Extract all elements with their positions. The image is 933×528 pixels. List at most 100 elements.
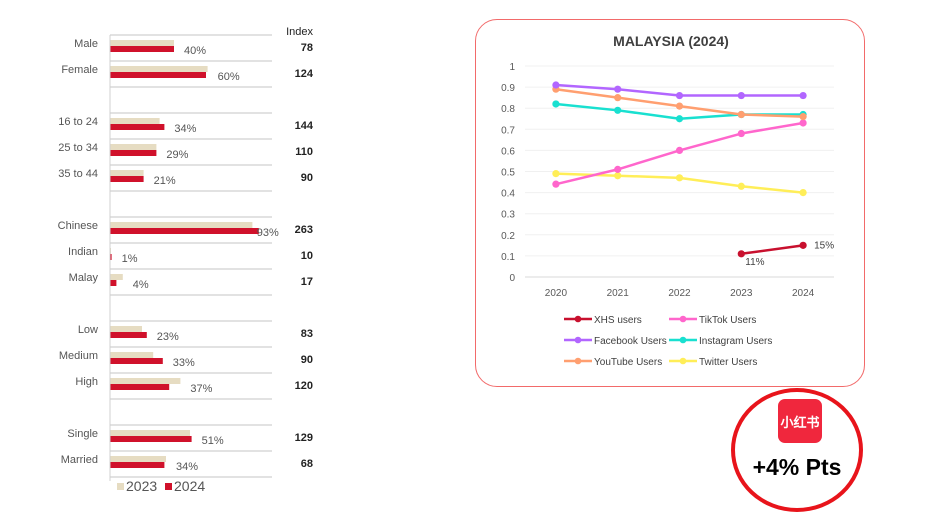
category-label: Malay — [69, 272, 99, 284]
x-tick-label: 2021 — [607, 288, 630, 299]
category-label: Single — [67, 428, 98, 440]
bar-2024 — [110, 176, 144, 182]
category-label: Female — [61, 64, 98, 76]
index-header: Index — [286, 26, 313, 38]
x-tick-label: 2023 — [730, 288, 753, 299]
bar-2023 — [110, 456, 166, 462]
index-value: 110 — [295, 146, 313, 158]
index-value: 144 — [295, 120, 314, 132]
y-tick-label: 0.1 — [501, 252, 515, 263]
y-tick-label: 0.2 — [501, 231, 515, 242]
chart-title: MALAYSIA (2024) — [613, 33, 729, 49]
data-label: 93% — [257, 227, 279, 239]
legend-label-tiktok-users: TikTok Users — [699, 315, 756, 326]
y-tick-label: 0.7 — [501, 125, 515, 136]
data-point-xhs-users — [737, 250, 745, 258]
legend-label-instagram-users: Instagram Users — [699, 336, 772, 347]
data-point-twitter-users — [799, 189, 807, 197]
data-point-facebook-users — [675, 91, 684, 100]
category-label: 35 to 44 — [58, 168, 98, 180]
data-point-facebook-users — [799, 91, 807, 100]
legend-marker-youtube-users — [574, 357, 582, 365]
bar-2023 — [110, 378, 181, 384]
data-label: 33% — [173, 357, 195, 369]
bar-2023 — [110, 40, 174, 46]
data-point-tiktok-users — [552, 180, 560, 188]
index-value: 78 — [301, 42, 313, 54]
data-label: 34% — [174, 123, 196, 135]
data-label: 60% — [218, 71, 240, 83]
data-point-facebook-users — [552, 81, 560, 89]
data-point-instagram-users — [675, 115, 684, 123]
bar-2024 — [110, 332, 147, 338]
bar-2023 — [110, 352, 154, 358]
xiaohongshu-logo-icon: 小红书 — [778, 399, 822, 443]
bar-2023 — [110, 170, 144, 176]
y-tick-label: 0.4 — [501, 189, 515, 200]
legend-label-2024: 2024 — [174, 478, 205, 494]
bar-2024 — [110, 46, 174, 52]
bar-2023 — [110, 430, 190, 436]
category-label: Medium — [59, 350, 98, 362]
index-value: 129 — [295, 432, 313, 444]
index-value: 90 — [301, 354, 313, 366]
category-label: Male — [74, 38, 98, 50]
legend-label-youtube-users: YouTube Users — [594, 357, 662, 368]
index-value: 83 — [301, 328, 313, 340]
category-label: 25 to 34 — [58, 142, 98, 154]
data-label: 29% — [166, 149, 188, 161]
data-label: 34% — [176, 461, 198, 473]
legend-label-facebook-users: Facebook Users — [594, 336, 667, 347]
y-tick-label: 0.3 — [501, 210, 515, 221]
bar-2024 — [110, 228, 259, 234]
bar-2024 — [110, 358, 163, 364]
bar-2023 — [110, 118, 160, 124]
legend-label-xhs-users: XHS users — [594, 315, 642, 326]
y-tick-label: 0.6 — [501, 146, 515, 157]
y-tick-label: 0.9 — [501, 83, 515, 94]
y-tick-label: 0.8 — [501, 104, 515, 115]
index-value: 68 — [301, 458, 313, 470]
demographic-bar-chart: Index Male 40% 78 Female 60% 124 16 to 24 34% 144… — [58, 26, 314, 494]
series-line-xhs-users — [741, 244, 804, 256]
category-label: Chinese — [58, 220, 98, 232]
bar-2023 — [110, 222, 253, 228]
index-value: 124 — [295, 68, 314, 80]
legend-marker-facebook-users — [574, 336, 582, 344]
legend-swatch-2024 — [165, 483, 172, 490]
legend-label-2023: 2023 — [126, 478, 157, 494]
xhs-growth-badge: 小红书 +4% Pts — [731, 388, 863, 512]
index-value: 263 — [295, 224, 313, 236]
data-point-tiktok-users — [799, 119, 807, 127]
data-point-youtube-users — [737, 110, 745, 119]
data-point-twitter-users — [552, 170, 560, 178]
index-value: 10 — [301, 250, 313, 262]
category-label: Indian — [68, 246, 98, 258]
legend-swatch-2023 — [117, 483, 124, 490]
data-label: 4% — [133, 279, 149, 291]
y-tick-label: 1 — [509, 62, 515, 73]
data-point-xhs-users — [799, 241, 807, 249]
legend-marker-twitter-users — [679, 357, 687, 365]
data-label: 1% — [122, 253, 138, 265]
x-tick-label: 2024 — [792, 288, 815, 299]
legend-label-twitter-users: Twitter Users — [699, 357, 757, 368]
data-point-youtube-users — [614, 94, 622, 102]
malaysia-line-chart: MALAYSIA (2024) 0 0.1 0.2 0.3 0.4 0.5 0.6 0.7 0.8… — [501, 33, 834, 368]
bar-2024 — [110, 384, 170, 390]
legend-marker-tiktok-users — [679, 315, 687, 323]
bar-2024 — [110, 150, 157, 156]
data-point-tiktok-users — [614, 165, 622, 173]
legend-marker-xhs-users — [574, 315, 582, 323]
category-label: High — [75, 376, 98, 388]
category-label: Married — [61, 454, 98, 466]
data-point-tiktok-users — [737, 129, 745, 138]
data-point-facebook-users — [737, 91, 745, 100]
category-label: Low — [78, 324, 98, 336]
data-label: 21% — [154, 175, 176, 187]
data-label: 11% — [745, 257, 764, 268]
bar-2024 — [110, 254, 112, 260]
data-label: 23% — [157, 331, 179, 343]
category-label: 16 to 24 — [58, 116, 98, 128]
data-label: 15% — [814, 240, 834, 251]
